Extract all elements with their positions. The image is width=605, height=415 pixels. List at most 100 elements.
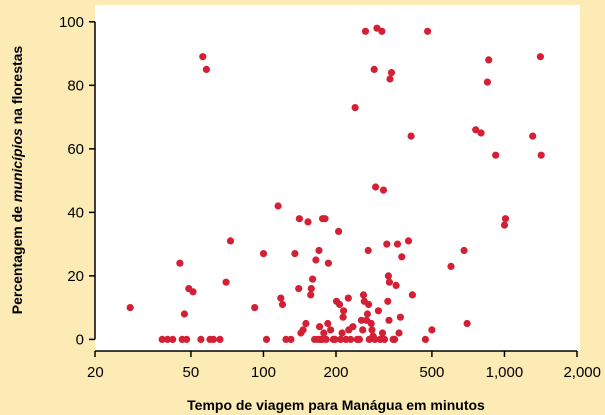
data-point [364,246,372,255]
data-point [321,215,329,223]
data-point [291,250,299,258]
plot-area [95,5,580,351]
x-tick-label: 50 [183,364,200,381]
data-point [302,319,310,328]
y-axis-label-suffix: na florestas [9,46,25,129]
data-point [337,335,345,343]
data-point [304,218,312,226]
data-point [447,262,455,270]
data-point [163,335,172,343]
data-point [299,326,307,334]
data-point [324,319,332,328]
data-point [363,310,371,318]
data-point [176,259,184,267]
data-point [158,335,166,343]
data-point [374,307,382,315]
data-point [331,335,339,343]
data-point [391,335,399,343]
data-point [126,304,134,312]
data-point [262,335,271,343]
data-point [428,326,436,334]
data-point [309,275,317,283]
y-tick-label: 0 [76,331,84,348]
data-point [387,69,396,77]
data-point [307,285,315,293]
data-point [384,297,392,305]
data-point [536,53,545,61]
data-point [226,237,235,245]
data-point [396,313,404,321]
data-point [349,323,357,331]
data-point [307,291,315,299]
data-point [361,27,370,35]
x-tick-label: 100 [251,364,276,381]
data-point [327,326,335,334]
data-point [472,126,480,134]
data-point [315,246,323,255]
data-point [347,335,355,343]
data-point [372,183,380,191]
data-point [483,78,491,86]
y-axis-label-italic: municípios [9,128,25,202]
data-point [322,335,330,343]
data-point [380,335,389,343]
data-point [385,278,393,286]
x-tick-label: 20 [87,364,104,381]
data-point [392,281,400,289]
data-point [529,132,537,140]
y-tick-label: 60 [67,141,84,158]
data-point [500,221,509,229]
data-point [216,335,224,343]
data-point [393,240,402,248]
data-point [339,313,347,321]
x-axis-label: Tempo de viagem para Manágua em minutos [187,397,485,413]
data-point [251,304,259,312]
data-point [379,186,388,194]
data-point [274,202,282,210]
data-point [355,335,363,343]
data-point [460,246,468,255]
data-points [126,24,545,343]
data-point [335,227,343,235]
data-point [370,65,378,73]
data-point [209,335,217,343]
data-point [492,151,500,159]
data-point [485,56,493,64]
data-point [398,253,406,261]
data-point [202,65,210,73]
data-point [336,300,344,309]
data-point [383,240,391,248]
data-point [295,215,303,223]
data-point [463,319,471,328]
data-point [386,75,394,83]
y-tick-label: 100 [59,14,84,31]
data-point [407,132,415,140]
data-point [378,27,386,35]
data-point [222,278,230,286]
y-axis-label-prefix: Percentagem de [9,202,25,314]
data-point [395,329,403,337]
data-point [378,329,387,337]
data-point [537,151,545,159]
data-point [371,335,379,343]
y-tick-label: 40 [67,204,84,221]
data-point [320,329,328,337]
x-tick-label: 2,000 [563,364,601,381]
y-axis-label: Percentagem de municípios na florestas [9,46,25,315]
data-point [199,53,207,61]
data-point [189,288,197,296]
data-point [501,215,510,223]
y-tick-label: 80 [67,77,84,94]
data-point [183,335,191,343]
data-point [324,259,332,267]
data-point [385,316,393,324]
data-point [424,27,432,35]
data-point [421,335,429,343]
x-tick-label: 500 [419,364,444,381]
data-point [169,335,177,343]
y-tick-label: 20 [67,268,84,285]
data-point [477,129,485,137]
data-point [277,294,285,302]
data-point [384,272,392,280]
